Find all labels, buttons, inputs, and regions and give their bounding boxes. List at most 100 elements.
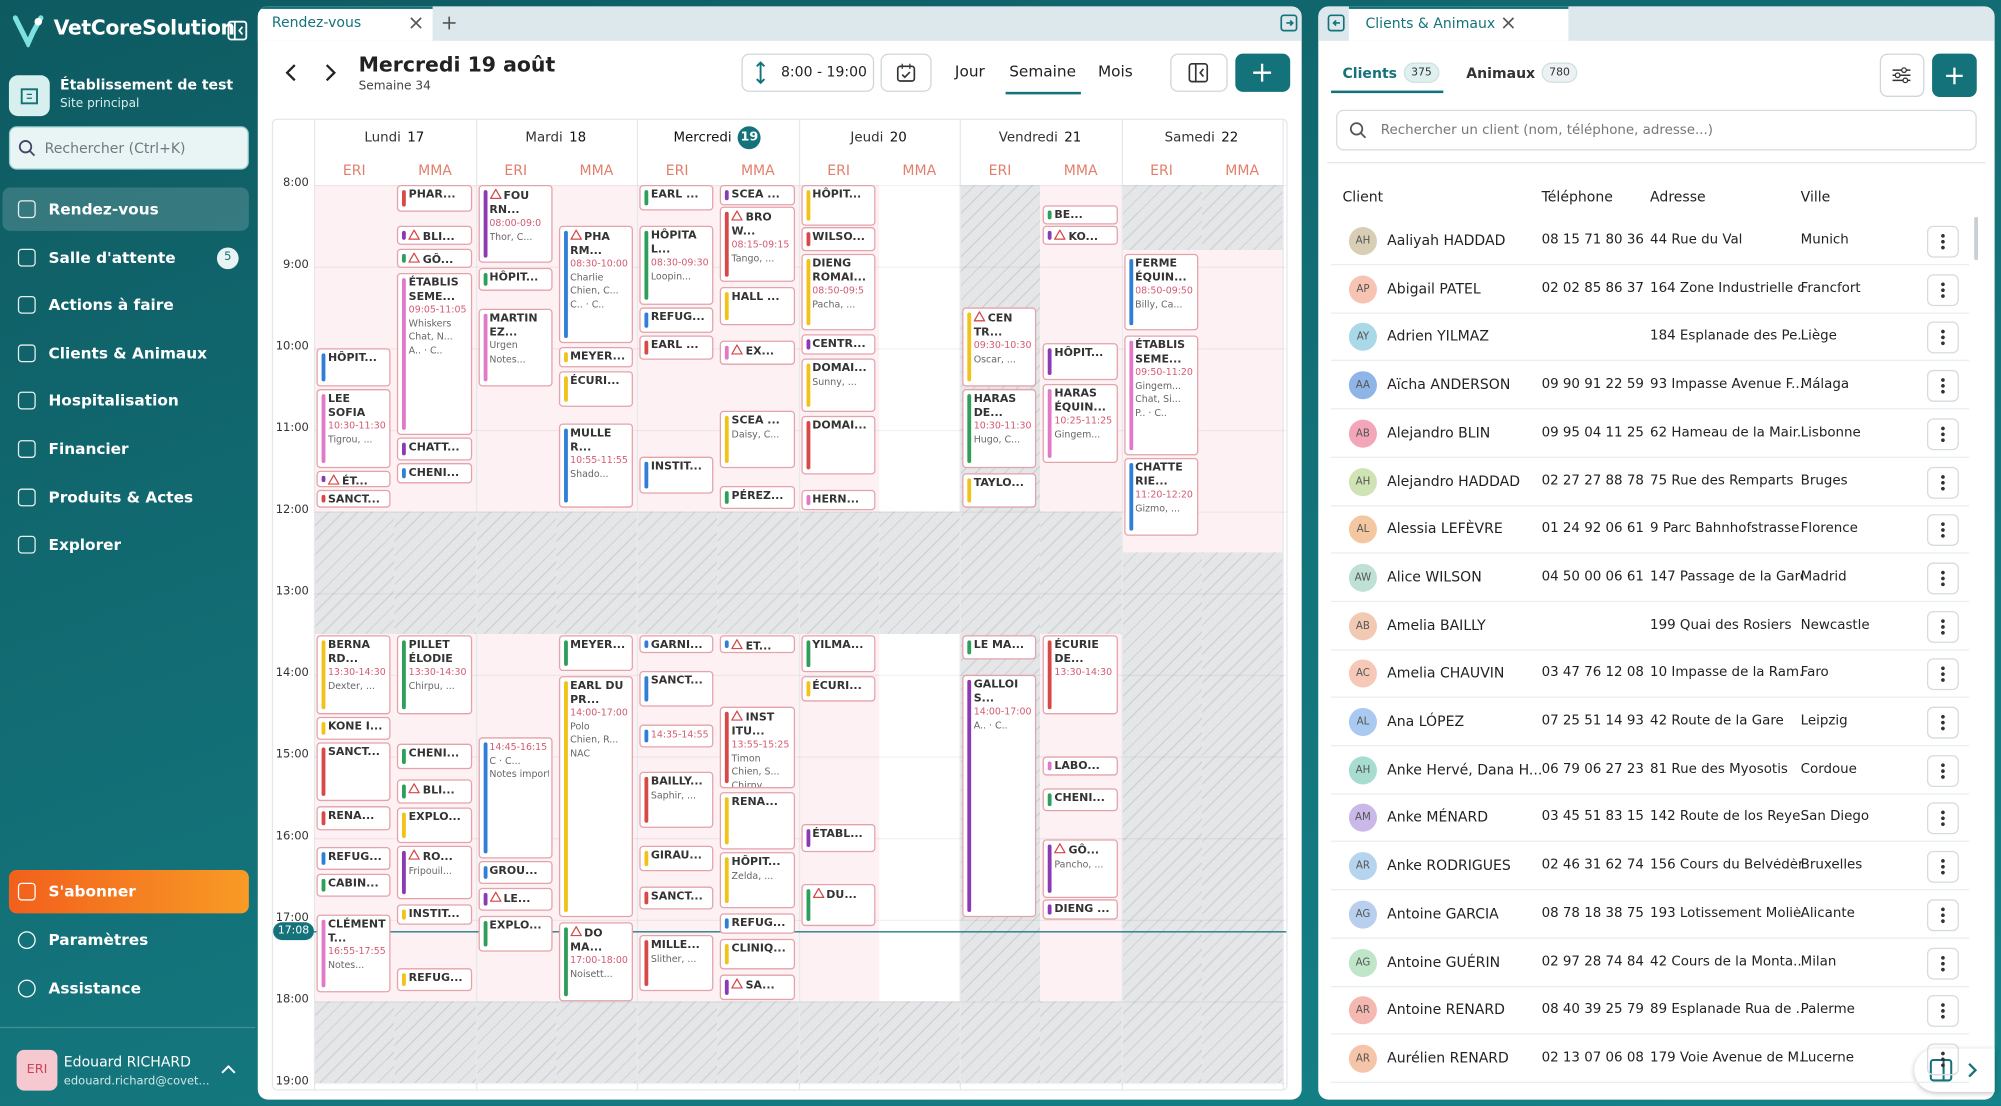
appointment[interactable]: INSTIT... bbox=[397, 904, 472, 925]
appointment[interactable]: SCEA ... Daisy, C... bbox=[720, 410, 795, 469]
row-menu[interactable] bbox=[1926, 899, 1959, 931]
nav-item[interactable]: Produits & Actes bbox=[48, 488, 194, 506]
appointment[interactable]: TAYLO... bbox=[962, 473, 1037, 508]
row-menu[interactable] bbox=[1926, 850, 1959, 883]
appointment[interactable]: EXPLO... bbox=[477, 915, 553, 952]
appointment[interactable]: BERNA RD... 13:30-14:30 Dexter, ... bbox=[316, 635, 391, 715]
client-name[interactable]: Antoine RENARD bbox=[1387, 1001, 1505, 1019]
appointment[interactable]: KONE I... bbox=[316, 716, 391, 740]
appointment[interactable]: REFUG... bbox=[397, 968, 472, 992]
appointment[interactable]: 14:35-14:55 bbox=[639, 724, 714, 748]
appointment[interactable]: PÉREZ... bbox=[720, 486, 795, 509]
collapse-icon[interactable] bbox=[227, 20, 248, 41]
prev-arrow[interactable] bbox=[283, 64, 298, 82]
appointment[interactable]: REFUG... bbox=[720, 913, 795, 934]
client-name[interactable]: Ana LÓPEZ bbox=[1387, 713, 1465, 730]
appointment[interactable]: ÉT... bbox=[316, 470, 391, 488]
row-menu[interactable] bbox=[1926, 225, 1959, 258]
appointment[interactable]: ÉCURIE DE... 13:30-14:30 bbox=[1042, 635, 1118, 715]
row-menu[interactable] bbox=[1926, 802, 1959, 835]
appointment[interactable]: PILLET ÉLODIE 13:30-14:30 Chirpu, ... bbox=[397, 635, 472, 715]
appointment[interactable]: SA... bbox=[720, 974, 795, 1001]
appointment[interactable]: HÔPIT... bbox=[800, 184, 876, 226]
close-tab[interactable] bbox=[1501, 15, 1516, 30]
view-option[interactable]: Mois bbox=[1097, 62, 1133, 81]
appointment[interactable]: MULLE R... 10:55-11:55 Shado... bbox=[558, 423, 633, 508]
nav-item[interactable]: Assistance bbox=[48, 979, 141, 998]
appointment[interactable]: GÔ... bbox=[397, 248, 472, 268]
appointment[interactable]: SANCT... bbox=[316, 742, 391, 802]
appointment[interactable]: CABIN... bbox=[316, 873, 391, 897]
appointment[interactable]: DIENG ROMAI... 08:50-09:5 Pacha, ... bbox=[800, 253, 876, 331]
row-menu[interactable] bbox=[1926, 562, 1959, 595]
nav-item[interactable]: Clients & Animaux bbox=[48, 344, 208, 363]
appointment[interactable]: RO... Fripouil... bbox=[397, 845, 472, 900]
appointment[interactable]: WILSO... bbox=[800, 227, 876, 252]
appointment[interactable]: GALLOI S... 14:00-17:00 A.. · C.. bbox=[962, 674, 1037, 918]
appointment[interactable]: CHENI... bbox=[397, 463, 472, 484]
appointment[interactable]: LABO... bbox=[1042, 756, 1118, 776]
date-picker-button[interactable] bbox=[880, 53, 932, 92]
appointment[interactable]: BLI... bbox=[397, 225, 472, 245]
sidebar-toggle[interactable] bbox=[1170, 53, 1228, 92]
nav-item[interactable]: Actions à faire bbox=[48, 296, 174, 315]
appointment[interactable]: CHATT... bbox=[397, 437, 472, 461]
appointment[interactable]: SCEA ... bbox=[720, 184, 795, 206]
appointment[interactable]: GÔ... Pancho, ... bbox=[1042, 839, 1118, 899]
appointment[interactable]: MEYER... bbox=[558, 346, 633, 368]
client-name[interactable]: Amelia BAILLY bbox=[1387, 616, 1486, 634]
nav-item[interactable]: Salle d'attente bbox=[48, 248, 176, 267]
appointment[interactable]: FERME ÉQUIN... 08:50-09:50 Billy, Ca... bbox=[1123, 253, 1198, 331]
appointment[interactable]: HÔPIT... Zelda, ... bbox=[720, 852, 795, 909]
next-arrow[interactable] bbox=[323, 64, 338, 82]
row-menu[interactable] bbox=[1926, 610, 1959, 643]
row-menu[interactable] bbox=[1926, 273, 1959, 306]
client-name[interactable]: Amelia CHAUVIN bbox=[1387, 664, 1505, 682]
appointment[interactable]: EXPLO... bbox=[397, 807, 472, 844]
client-name[interactable]: Aïcha ANDERSON bbox=[1387, 376, 1511, 394]
nav-item[interactable]: Rendez-vous bbox=[48, 200, 159, 219]
appointment[interactable]: INST ITU... 13:55-15:25 Timon Chien, S... Ch… bbox=[720, 706, 795, 789]
client-name[interactable]: Alejandro HADDAD bbox=[1387, 472, 1521, 490]
client-name[interactable]: Anke RODRIGUES bbox=[1387, 857, 1511, 874]
appointment[interactable]: HÔPIT... bbox=[316, 348, 391, 387]
client-search[interactable] bbox=[1336, 109, 1977, 151]
appointment[interactable]: ÉTABL... bbox=[800, 824, 876, 853]
appointment[interactable]: CHENI... bbox=[1042, 788, 1118, 812]
appointment[interactable]: BE... bbox=[1042, 205, 1118, 225]
view-option[interactable]: Semaine bbox=[1009, 62, 1077, 81]
nav-item[interactable]: Explorer bbox=[48, 535, 122, 554]
client-name[interactable]: Alejandro BLIN bbox=[1387, 424, 1491, 442]
appointment[interactable]: MILLE... Slither, ... bbox=[639, 935, 714, 992]
appointment[interactable]: HERN... bbox=[800, 489, 876, 511]
client-name[interactable]: Antoine GUÉRIN bbox=[1387, 953, 1501, 971]
appointment[interactable]: RENA... bbox=[720, 792, 795, 850]
row-menu[interactable] bbox=[1926, 466, 1959, 499]
appointment[interactable]: SANCT... bbox=[639, 886, 714, 910]
nav-item[interactable]: Financier bbox=[48, 440, 129, 458]
subtab[interactable]: Animaux 780 bbox=[1466, 62, 1578, 83]
appointment[interactable]: CHENI... bbox=[397, 743, 472, 770]
appointment[interactable]: REFUG... bbox=[316, 846, 391, 870]
client-name[interactable]: Adrien YILMAZ bbox=[1387, 328, 1489, 345]
appointment[interactable]: EARL ... bbox=[639, 335, 714, 360]
appointment[interactable]: ET... bbox=[720, 635, 795, 654]
appointment[interactable]: GIRAU... bbox=[639, 845, 714, 872]
client-name[interactable]: Abigail PATEL bbox=[1387, 280, 1481, 297]
client-name[interactable]: Anke MÉNARD bbox=[1387, 809, 1489, 826]
appointment[interactable]: DO MA... 17:00-18:00 Noisett... bbox=[558, 922, 633, 1002]
client-name[interactable]: Aaliyah HADDAD bbox=[1387, 232, 1506, 249]
appointment[interactable]: DIENG ... bbox=[1042, 899, 1118, 920]
appointment[interactable]: PHA RM... 08:30-10:00 Charlie Chien, C... C.… bbox=[558, 225, 633, 344]
appointment[interactable]: HÔPITA L... 08:30-09:30 Loopin... bbox=[639, 225, 714, 305]
appointment[interactable]: DOMAI... bbox=[800, 415, 876, 475]
appointment[interactable]: HALL ... bbox=[720, 287, 795, 326]
subscribe-button[interactable] bbox=[8, 869, 249, 914]
row-menu[interactable] bbox=[1926, 370, 1959, 402]
appointment[interactable]: GROU... bbox=[477, 861, 553, 884]
appointment[interactable]: DOMAI... Sunny, ... bbox=[800, 358, 876, 413]
row-menu[interactable] bbox=[1926, 321, 1959, 354]
row-menu[interactable] bbox=[1926, 418, 1959, 451]
appointment[interactable]: DU... bbox=[800, 883, 876, 927]
row-menu[interactable] bbox=[1926, 1043, 1959, 1076]
